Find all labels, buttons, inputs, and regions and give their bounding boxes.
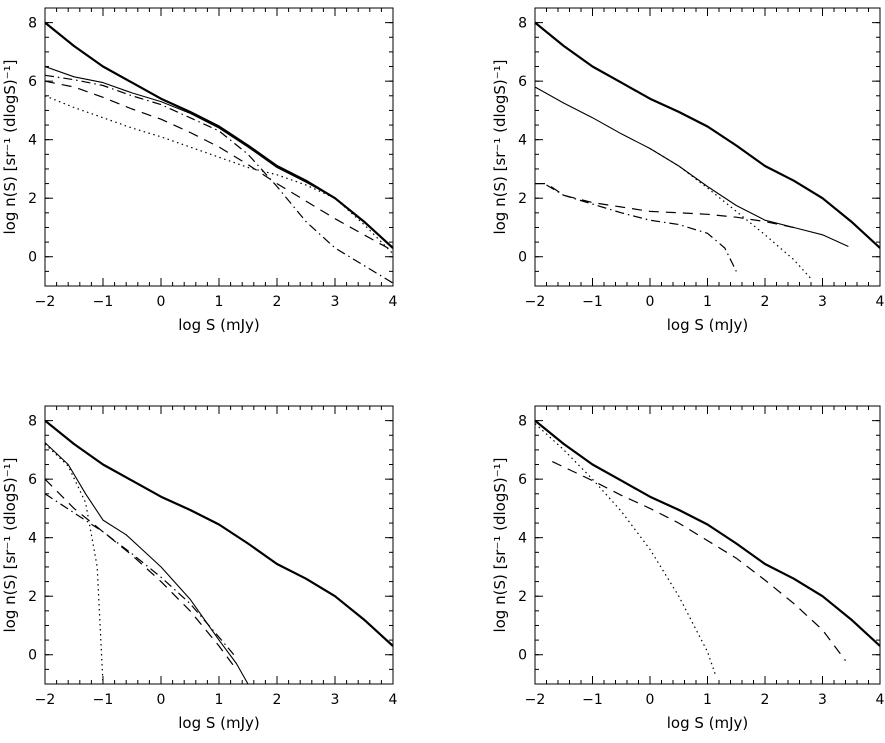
y-tick-label: 8	[28, 16, 37, 32]
y-tick-label: 8	[518, 414, 527, 430]
series-line-dotted	[535, 423, 717, 677]
y-tick-label: 0	[518, 648, 527, 664]
x-tick-label: 4	[389, 692, 398, 708]
series-group	[45, 21, 393, 284]
x-tick-label: 0	[157, 692, 166, 708]
x-tick-label: 1	[215, 294, 224, 310]
series-line-solid-thin	[45, 65, 393, 249]
x-tick-label: −1	[93, 294, 114, 310]
series-line-solid-thick	[535, 21, 880, 249]
y-axis-label: log n(S) [sr⁻¹ (dlogS)⁻¹]	[491, 59, 509, 234]
x-axis-label: log S (mJy)	[178, 714, 260, 732]
series-line-solid-thick	[45, 21, 393, 249]
x-tick-label: 2	[761, 692, 770, 708]
series-line-dashed	[535, 183, 794, 229]
series-line-dash-dot	[45, 493, 237, 659]
plot-frame	[44, 7, 394, 287]
y-tick-label: 0	[518, 250, 527, 266]
series-line-dotted	[45, 443, 104, 684]
series-line-dashed	[552, 461, 846, 661]
series-group	[535, 21, 880, 280]
x-tick-label: 4	[389, 294, 398, 310]
x-tick-label: −2	[35, 294, 56, 310]
y-tick-label: 2	[518, 589, 527, 605]
y-tick-label: 4	[28, 133, 37, 149]
x-tick-label: 3	[818, 692, 827, 708]
series-line-solid-thin	[45, 442, 249, 684]
series-line-dash-dot	[45, 74, 393, 284]
y-tick-label: 6	[28, 74, 37, 90]
x-tick-label: 1	[703, 692, 712, 708]
x-tick-label: −1	[582, 692, 603, 708]
y-tick-label: 8	[518, 16, 527, 32]
y-tick-label: 6	[28, 472, 37, 488]
x-tick-label: −2	[525, 692, 546, 708]
series-group	[45, 419, 393, 684]
y-tick-label: 2	[28, 589, 37, 605]
plot-frame	[534, 405, 881, 685]
x-tick-label: 3	[331, 294, 340, 310]
series-line-dashed	[45, 80, 393, 252]
series-line-dashed	[45, 478, 237, 670]
plot-frame	[534, 7, 881, 287]
y-axis-label: log n(S) [sr⁻¹ (dlogS)⁻¹]	[491, 457, 509, 632]
x-tick-label: 3	[818, 294, 827, 310]
y-tick-label: 4	[518, 133, 527, 149]
y-tick-label: 0	[28, 250, 37, 266]
panel-2: −2 −1 0 1 2 3 4 0 2 4 6 8 log S (mJy) log n(S) [sr⁻¹ …	[491, 7, 885, 334]
series-line-solid-thick	[535, 419, 880, 647]
x-tick-label: 4	[876, 294, 885, 310]
series-group	[535, 419, 880, 677]
x-axis-label: log S (mJy)	[667, 714, 749, 732]
x-tick-label: 2	[761, 294, 770, 310]
x-tick-label: 3	[331, 692, 340, 708]
y-axis-label: log n(S) [sr⁻¹ (dlogS)⁻¹]	[1, 59, 19, 234]
x-tick-label: 4	[876, 692, 885, 708]
x-tick-label: −1	[582, 294, 603, 310]
x-tick-label: −2	[525, 294, 546, 310]
y-tick-label: 6	[518, 74, 527, 90]
x-axis-label: log S (mJy)	[178, 316, 260, 334]
x-tick-label: 0	[646, 692, 655, 708]
panel-4: −2 −1 0 1 2 3 4 0 2 4 6 8 log S (mJy) log n(S) [sr⁻¹ …	[491, 405, 885, 732]
y-tick-label: 8	[28, 414, 37, 430]
plot-frame	[44, 405, 394, 685]
y-tick-label: 6	[518, 472, 527, 488]
series-line-dotted	[45, 95, 393, 255]
series-line-solid-thick	[45, 419, 393, 647]
y-tick-label: 0	[28, 648, 37, 664]
x-tick-label: −1	[93, 692, 114, 708]
y-tick-label: 2	[518, 191, 527, 207]
series-line-solid-thin	[535, 86, 849, 248]
y-tick-label: 2	[28, 191, 37, 207]
y-tick-label: 4	[518, 531, 527, 547]
x-axis-label: log S (mJy)	[667, 316, 749, 334]
y-axis-label: log n(S) [sr⁻¹ (dlogS)⁻¹]	[1, 457, 19, 632]
y-tick-label: 4	[28, 531, 37, 547]
x-tick-label: 2	[273, 294, 282, 310]
x-tick-label: 0	[157, 294, 166, 310]
x-tick-label: 2	[273, 692, 282, 708]
x-tick-label: 0	[646, 294, 655, 310]
x-tick-label: 1	[215, 692, 224, 708]
panel-1: −2 −1 0 1 2 3 4 0 2 4 6 8 log S (mJy) log n(S) [sr⁻¹ …	[1, 7, 398, 334]
panel-3: −2 −1 0 1 2 3 4 0 2 4 6 8 log S (mJy) log n(S) [sr⁻¹ …	[1, 405, 398, 732]
x-tick-label: 1	[703, 294, 712, 310]
x-tick-label: −2	[35, 692, 56, 708]
